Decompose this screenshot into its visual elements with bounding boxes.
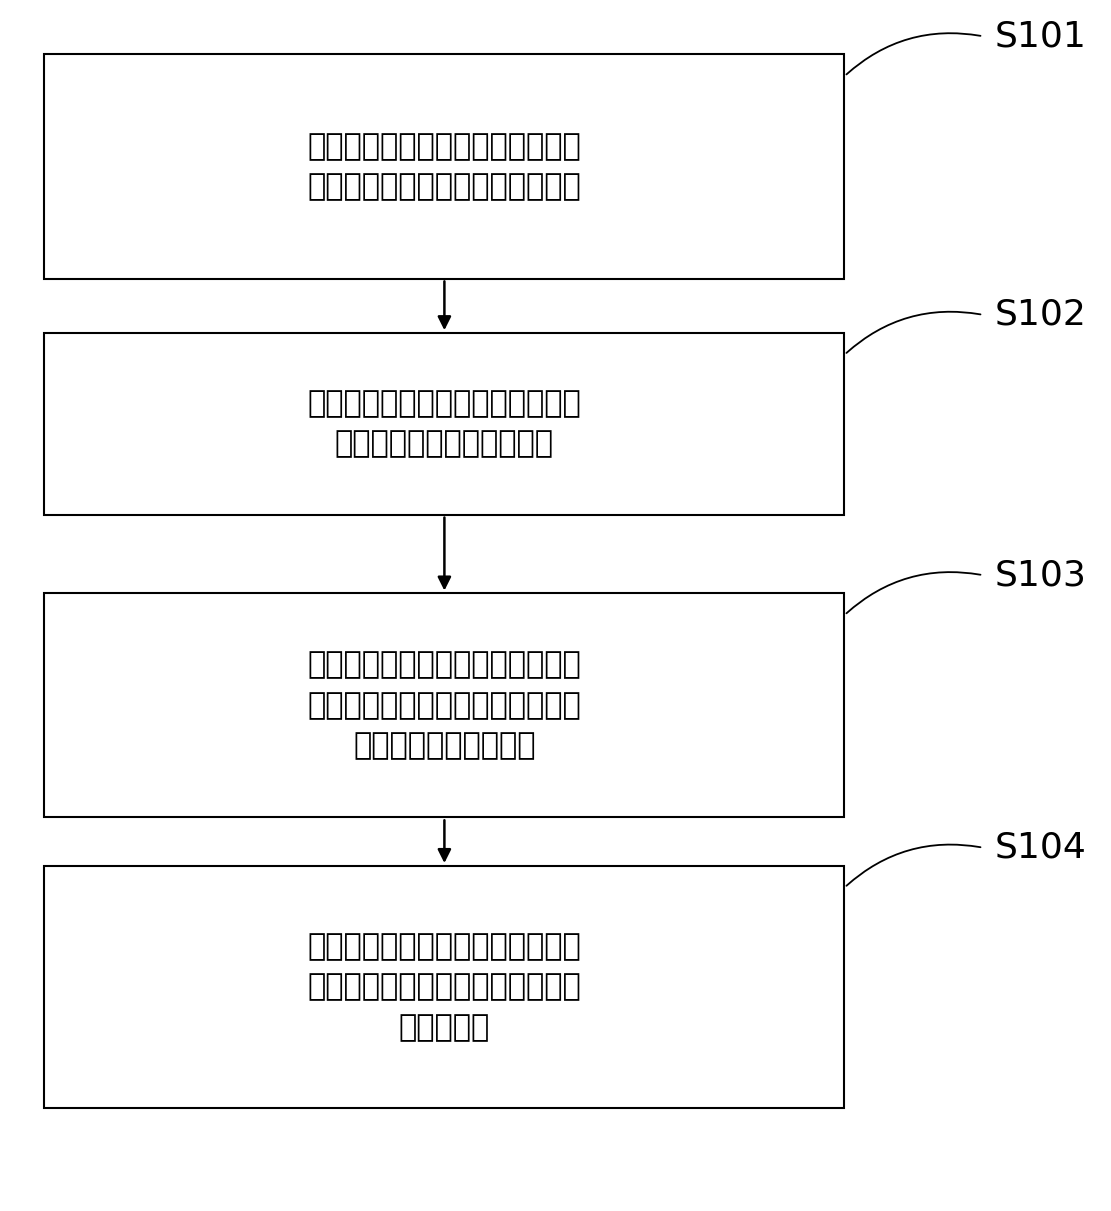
Text: S101: S101 — [994, 19, 1087, 53]
Text: S102: S102 — [994, 298, 1087, 332]
Text: 在同步发电机励磁系统控制主环设
置选择开关、竞比模块和求和模块: 在同步发电机励磁系统控制主环设 置选择开关、竞比模块和求和模块 — [308, 132, 581, 201]
Bar — [44, 866, 844, 1108]
Bar — [44, 333, 844, 515]
Text: 根据所述选择开关对应的竞比模块
和求和模块决定所述附加输入信号
的叠加方式: 根据所述选择开关对应的竞比模块 和求和模块决定所述附加输入信号 的叠加方式 — [308, 932, 581, 1041]
Text: S104: S104 — [994, 831, 1087, 865]
Text: 根据所述附加输入信号的类型通过
所述选择开关控制所述附加输入信
号输入到对应的叠加点: 根据所述附加输入信号的类型通过 所述选择开关控制所述附加输入信 号输入到对应的叠… — [308, 650, 581, 761]
Bar — [44, 593, 844, 817]
Text: 获取输入到同步发电机励磁系统控
制主环的附加输入信号类型: 获取输入到同步发电机励磁系统控 制主环的附加输入信号类型 — [308, 389, 581, 459]
Bar — [44, 54, 844, 279]
Text: S103: S103 — [994, 558, 1087, 592]
